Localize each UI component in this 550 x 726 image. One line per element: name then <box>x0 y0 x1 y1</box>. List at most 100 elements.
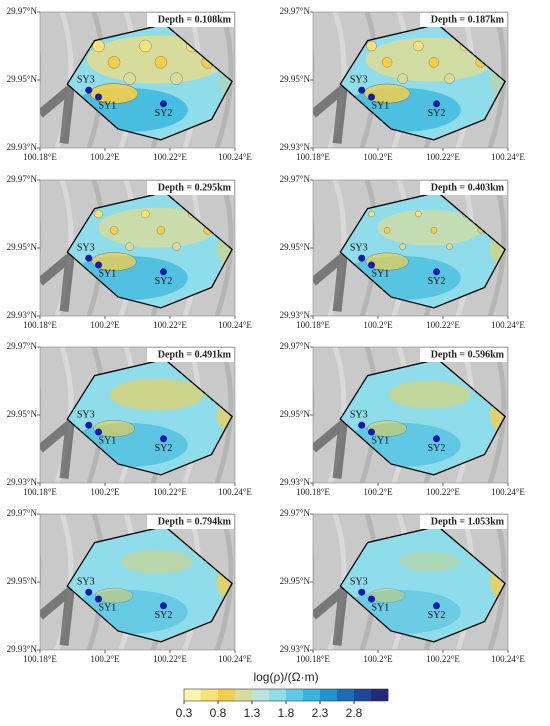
model-boundary <box>339 23 506 141</box>
y-tick-label: 29.97°N <box>7 508 38 518</box>
colorbar-swatch <box>303 689 321 701</box>
y-tick-label: 29.93°N <box>7 142 38 152</box>
x-tick-label: 100.22°E <box>153 152 187 162</box>
colorbar-swatch <box>354 689 372 701</box>
map-panel: 100.18°E 100.2°E 100.22°E 100.24°E 29.93°N 29… <box>280 508 526 664</box>
model-boundary <box>66 23 233 141</box>
station <box>95 595 102 603</box>
contour <box>428 57 440 68</box>
station-label: SY2 <box>155 108 173 119</box>
depth-box <box>147 348 234 362</box>
station <box>433 100 440 108</box>
contour <box>123 72 136 85</box>
terrain-valley <box>313 413 349 479</box>
station-label: SY1 <box>372 100 390 111</box>
x-tick-label: 100.2°E <box>90 487 120 497</box>
y-tick-label: 29.95°N <box>7 576 38 586</box>
contour <box>121 549 193 574</box>
y-tick-label: 29.93°N <box>280 477 311 487</box>
contour <box>413 40 424 52</box>
y-tick-label: 29.95°N <box>280 409 311 419</box>
station <box>85 254 93 262</box>
x-tick-label: 100.18°E <box>296 320 330 330</box>
x-tick-label: 100.22°E <box>426 487 460 497</box>
y-tick-label: 29.97°N <box>7 341 38 351</box>
station-label: SY2 <box>428 276 446 287</box>
x-tick-label: 100.18°E <box>23 152 57 162</box>
x-tick-label: 100.22°E <box>426 320 460 330</box>
contour <box>89 83 139 104</box>
y-tick-label: 29.95°N <box>280 576 311 586</box>
station <box>160 100 167 108</box>
station-label: SY1 <box>99 435 117 446</box>
model-boundary <box>66 191 233 309</box>
terrain-valley <box>313 246 349 312</box>
contour <box>367 420 408 437</box>
y-tick-label: 29.95°N <box>280 74 311 84</box>
x-tick-label: 100.18°E <box>23 487 57 497</box>
y-tick-label: 29.97°N <box>7 174 38 184</box>
station <box>358 254 366 262</box>
depth-box <box>420 515 507 529</box>
y-tick-label: 29.97°N <box>280 174 311 184</box>
model-boundary <box>66 358 233 476</box>
station-label: SY2 <box>155 443 173 454</box>
colorbar-tick-label: 2.3 <box>312 706 329 720</box>
contour <box>377 209 483 246</box>
colorbar-swatch <box>320 689 338 701</box>
model-boundary <box>339 191 506 309</box>
station <box>358 588 366 596</box>
y-tick-label: 29.93°N <box>280 644 311 654</box>
depth-box <box>420 181 507 195</box>
y-tick-label: 29.97°N <box>280 341 311 351</box>
station-label: SY1 <box>99 100 117 111</box>
colorbar-tick-label: 2.8 <box>346 706 363 720</box>
x-tick-label: 100.2°E <box>363 654 393 664</box>
colorbar-swatch <box>235 689 253 701</box>
contour <box>430 227 438 234</box>
depth-label: Depth = 0.403km <box>431 182 505 193</box>
colorbar-swatch <box>371 689 389 701</box>
contour <box>172 242 181 251</box>
model-boundary <box>339 525 506 643</box>
colorbar-swatch <box>337 689 355 701</box>
x-tick-label: 100.24°E <box>491 654 525 664</box>
terrain-valley <box>40 580 76 646</box>
model-area <box>67 526 233 642</box>
contour <box>397 73 408 84</box>
x-tick-label: 100.22°E <box>153 654 187 664</box>
x-tick-label: 100.18°E <box>23 320 57 330</box>
depth-label: Depth = 0.295km <box>158 182 232 193</box>
colorbar-swatch <box>286 689 304 701</box>
contour <box>93 420 135 438</box>
x-tick-label: 100.18°E <box>296 487 330 497</box>
station-label: SY2 <box>428 610 446 621</box>
contour <box>383 227 391 234</box>
station <box>358 86 366 94</box>
terrain-valley <box>313 78 349 144</box>
station-label: SY2 <box>155 610 173 621</box>
x-tick-label: 100.24°E <box>218 320 252 330</box>
station <box>160 268 167 276</box>
contour <box>94 209 103 219</box>
map-panel: 100.18°E 100.2°E 100.22°E 100.24°E 29.93°N 29… <box>280 341 526 497</box>
y-tick-label: 29.93°N <box>280 310 311 320</box>
terrain-valley <box>40 413 76 479</box>
terrain-valley <box>313 580 349 646</box>
contour <box>446 243 453 250</box>
station <box>368 428 375 436</box>
colorbar-title: log(ρ)/(Ω·m) <box>253 670 318 684</box>
map-panel: 100.18°E 100.2°E 100.22°E 100.24°E 29.93°N 29… <box>7 174 253 330</box>
x-tick-label: 100.18°E <box>296 152 330 162</box>
contour <box>444 73 455 84</box>
station <box>358 421 366 429</box>
station-label: SY3 <box>350 242 368 253</box>
map-panel: 100.18°E 100.2°E 100.22°E 100.24°E 29.93°N 29… <box>7 508 253 664</box>
station <box>433 435 440 443</box>
y-tick-label: 29.97°N <box>280 508 311 518</box>
colorbar-swatch <box>218 689 236 701</box>
station-label: SY3 <box>77 576 95 587</box>
x-tick-label: 100.18°E <box>296 654 330 664</box>
station <box>160 602 167 610</box>
